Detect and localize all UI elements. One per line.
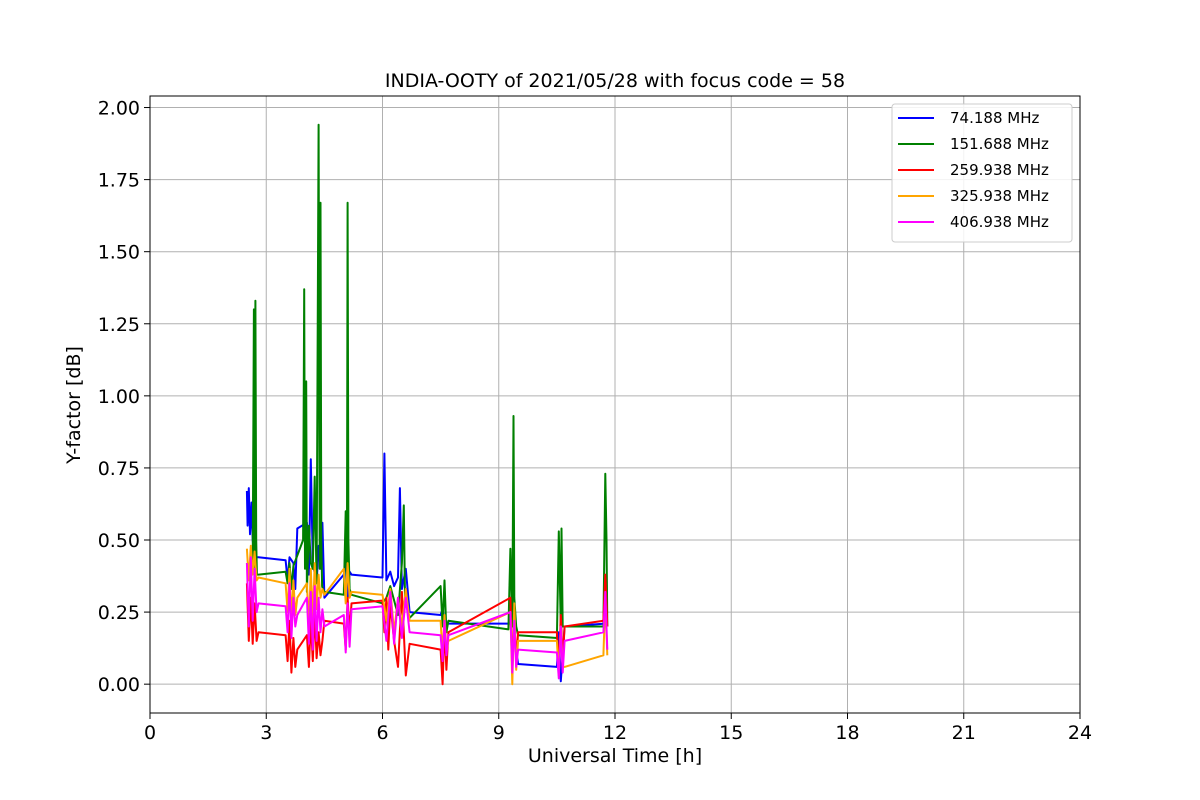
y-axis-label: Y-factor [dB] bbox=[63, 346, 85, 465]
legend-label: 151.688 MHz bbox=[950, 135, 1049, 153]
x-tick-label: 0 bbox=[144, 722, 156, 744]
y-tick-label: 1.75 bbox=[98, 170, 140, 192]
series-layer bbox=[245, 123, 609, 686]
y-tick-label: 1.25 bbox=[98, 314, 140, 336]
x-tick-label: 3 bbox=[260, 722, 272, 744]
x-tick-label: 24 bbox=[1068, 722, 1092, 744]
y-tick-label: 1.50 bbox=[98, 242, 140, 264]
y-tick-label: 0.50 bbox=[98, 530, 140, 552]
y-tick-label: 0.75 bbox=[98, 458, 140, 480]
series-line-5 bbox=[245, 556, 609, 680]
x-tick-label: 9 bbox=[493, 722, 505, 744]
x-tick-label: 18 bbox=[835, 722, 859, 744]
y-tick-label: 1.00 bbox=[98, 386, 140, 408]
series-line-4 bbox=[245, 544, 609, 686]
legend-label: 74.188 MHz bbox=[950, 109, 1039, 127]
legend: 74.188 MHz 151.688 MHz 259.938 MHz 325.938 … bbox=[891, 103, 1073, 243]
legend-label: 325.938 MHz bbox=[950, 187, 1049, 205]
x-axis-ticks: 0 3 6 9 12 15 18 21 24 bbox=[144, 713, 1092, 744]
x-tick-label: 6 bbox=[376, 722, 388, 744]
x-tick-label: 15 bbox=[719, 722, 743, 744]
x-axis-label: Universal Time [h] bbox=[528, 745, 702, 767]
y-tick-label: 0.25 bbox=[98, 602, 140, 624]
legend-box bbox=[891, 103, 1073, 243]
chart-title: INDIA-OOTY of 2021/05/28 with focus code… bbox=[385, 70, 845, 92]
legend-label: 259.938 MHz bbox=[950, 161, 1049, 179]
y-tick-label: 0.00 bbox=[98, 674, 140, 696]
x-tick-label: 12 bbox=[603, 722, 627, 744]
y-axis-ticks: 0.00 0.25 0.50 0.75 1.00 1.25 1.50 1.75 2.00 bbox=[98, 98, 150, 696]
y-tick-label: 2.00 bbox=[98, 98, 140, 120]
legend-label: 406.938 MHz bbox=[950, 213, 1049, 231]
x-tick-label: 21 bbox=[952, 722, 976, 744]
